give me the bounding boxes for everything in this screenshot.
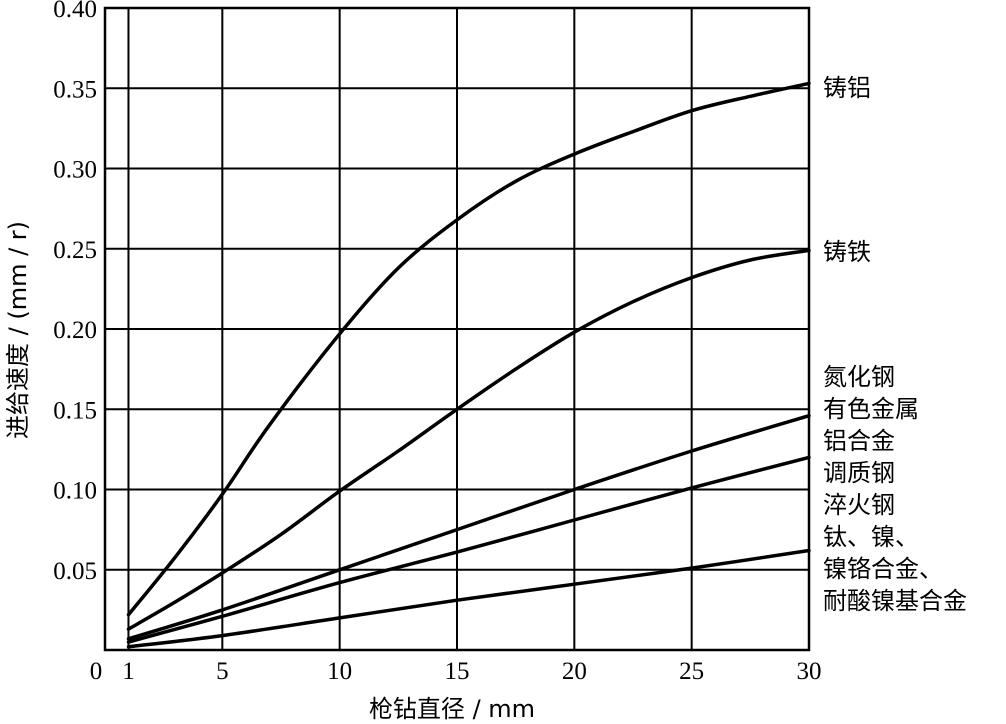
label-cast-aluminum: 铸铝 — [823, 74, 871, 102]
label-titanium-nickel: 钛、镍、 — [823, 523, 919, 551]
x-tick-label: 5 — [216, 658, 229, 685]
label-hardened-steel: 淬火钢 — [823, 491, 895, 519]
x-origin-label: 0 — [90, 658, 103, 685]
y-tick-label: 0.25 — [53, 237, 97, 264]
series-line-3 — [126, 413, 811, 641]
y-tick-label: 0.10 — [53, 478, 97, 505]
label-nickel-chrome-alloy: 镍铬合金、 — [823, 555, 943, 583]
grid-lines — [105, 8, 809, 650]
series-curves — [126, 81, 811, 649]
y-axis-title: 进给速度 / (mm / r) — [4, 221, 32, 439]
label-cast-iron: 铸铁 — [823, 238, 871, 266]
y-tick-label: 0.05 — [53, 558, 97, 585]
x-tick-label: 30 — [797, 658, 822, 685]
label-acid-resistant-nickel-alloy: 耐酸镍基合金 — [823, 587, 967, 615]
x-tick-labels: 1 5 10 15 20 25 30 — [122, 658, 821, 685]
x-tick-label: 1 — [122, 658, 135, 685]
series-line-4 — [126, 455, 811, 644]
x-axis-title: 枪钻直径 / mm — [369, 695, 535, 723]
x-tick-label: 20 — [562, 658, 587, 685]
label-aluminum-alloy: 铝合金 — [823, 427, 895, 455]
label-nonferrous-metal: 有色金属 — [823, 395, 919, 423]
x-tick-label: 15 — [445, 658, 470, 685]
x-tick-label: 10 — [327, 658, 352, 685]
series-line-2 — [126, 248, 811, 631]
y-tick-label: 0.15 — [53, 397, 97, 424]
y-tick-label: 0.40 — [53, 0, 97, 23]
x-tick-label: 25 — [679, 658, 704, 685]
y-tick-label: 0.30 — [53, 157, 97, 184]
label-nitrided-steel: 氮化钢 — [823, 363, 895, 391]
plot-frame — [103, 6, 811, 652]
series-line-5 — [126, 548, 811, 649]
series-line-1 — [126, 81, 811, 617]
y-tick-label: 0.20 — [53, 317, 97, 344]
label-quenched-tempered-steel: 调质钢 — [823, 459, 895, 487]
series-labels: 铸铝 铸铁 氮化钢 有色金属 铝合金 调质钢 淬火钢 钛、镍、 镍铬合金、 耐酸… — [823, 74, 967, 615]
y-tick-labels: 0.05 0.10 0.15 0.20 0.25 0.30 0.35 0.40 — [53, 0, 97, 585]
y-tick-label: 0.35 — [53, 76, 97, 103]
